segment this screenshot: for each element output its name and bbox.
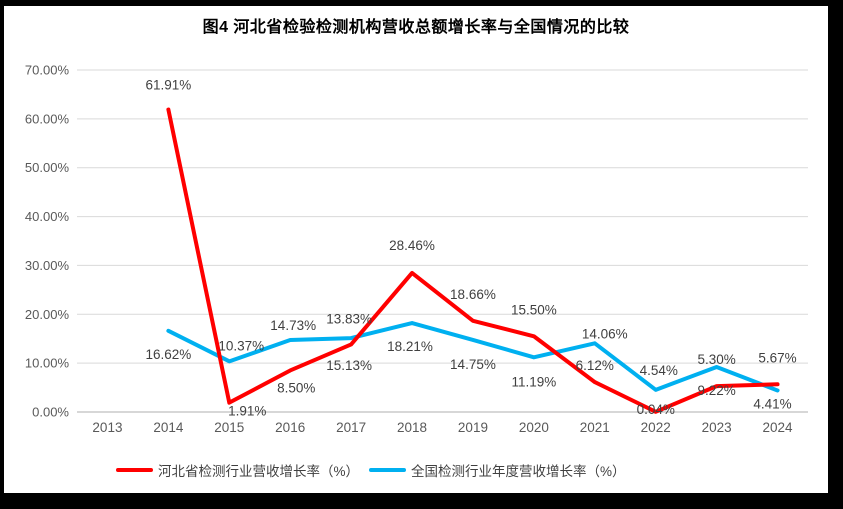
x-tick-label: 2021 — [580, 420, 610, 435]
chart-legend: 河北省检测行业营收增长率（%） 全国检测行业年度营收增长率（%） — [116, 461, 626, 479]
x-tick-label: 2018 — [397, 420, 427, 435]
data-label-series-1: 4.41% — [753, 396, 791, 411]
x-tick-label: 2019 — [458, 420, 488, 435]
data-label-series-1: 10.37% — [218, 338, 264, 353]
data-label-series-1: 16.62% — [145, 347, 191, 362]
legend-label-national: 全国检测行业年度营收增长率（%） — [411, 464, 626, 479]
data-label-series-0: 15.50% — [511, 302, 557, 317]
data-label-series-1: 4.54% — [640, 363, 678, 378]
x-tick-label: 2015 — [214, 420, 244, 435]
data-label-series-0: 18.66% — [450, 287, 496, 302]
y-tick-label: 30.00% — [25, 258, 70, 273]
data-label-series-1: 14.06% — [582, 326, 628, 341]
data-label-series-1: 14.75% — [450, 357, 496, 372]
legend-item-hebei: 河北省检测行业营收增长率（%） — [116, 460, 359, 480]
data-label-series-1: 14.73% — [270, 318, 316, 333]
y-tick-label: 10.00% — [25, 356, 70, 371]
data-label-series-0: 1.91% — [228, 404, 266, 419]
data-label-series-0: 8.50% — [277, 380, 315, 395]
y-tick-label: 60.00% — [25, 111, 70, 126]
series-line-1 — [166, 321, 780, 393]
x-tick-label: 2023 — [702, 420, 732, 435]
series-line-0 — [166, 107, 780, 414]
data-label-series-0: 5.67% — [758, 350, 796, 365]
legend-label-hebei: 河北省检测行业营收增长率（%） — [158, 464, 360, 479]
x-tick-label: 2024 — [763, 420, 794, 435]
data-label-series-0: 0.04% — [637, 402, 675, 417]
data-label-series-0: 61.91% — [145, 78, 191, 93]
data-label-series-0: 5.30% — [697, 352, 735, 367]
y-tick-label: 70.00% — [25, 63, 70, 78]
x-tick-label: 2020 — [519, 420, 549, 435]
y-tick-label: 20.00% — [25, 307, 70, 322]
data-label-series-0: 6.12% — [576, 358, 614, 373]
chart-title: 图4 河北省检验检测机构营收总额增长率与全国情况的比较 — [202, 19, 630, 36]
y-tick-label: 50.00% — [25, 160, 70, 175]
data-label-series-1: 9.22% — [697, 383, 735, 398]
legend-item-national: 全国检测行业年度营收增长率（%） — [369, 460, 626, 480]
legend-swatch-hebei — [116, 467, 153, 473]
data-label-series-0: 28.46% — [389, 238, 435, 253]
data-label-series-1: 15.13% — [326, 358, 372, 373]
y-tick-label: 0.00% — [32, 405, 69, 420]
legend-swatch-national — [369, 467, 407, 473]
x-tick-label: 2017 — [336, 420, 366, 435]
data-label-series-0: 13.83% — [326, 311, 372, 326]
data-label-series-1: 18.21% — [387, 339, 433, 354]
x-tick-label: 2022 — [641, 420, 671, 435]
data-label-series-1: 11.19% — [511, 374, 556, 389]
x-tick-label: 2013 — [92, 420, 122, 435]
x-tick-label: 2014 — [153, 420, 184, 435]
y-tick-label: 40.00% — [25, 209, 70, 224]
x-tick-label: 2016 — [275, 420, 305, 435]
